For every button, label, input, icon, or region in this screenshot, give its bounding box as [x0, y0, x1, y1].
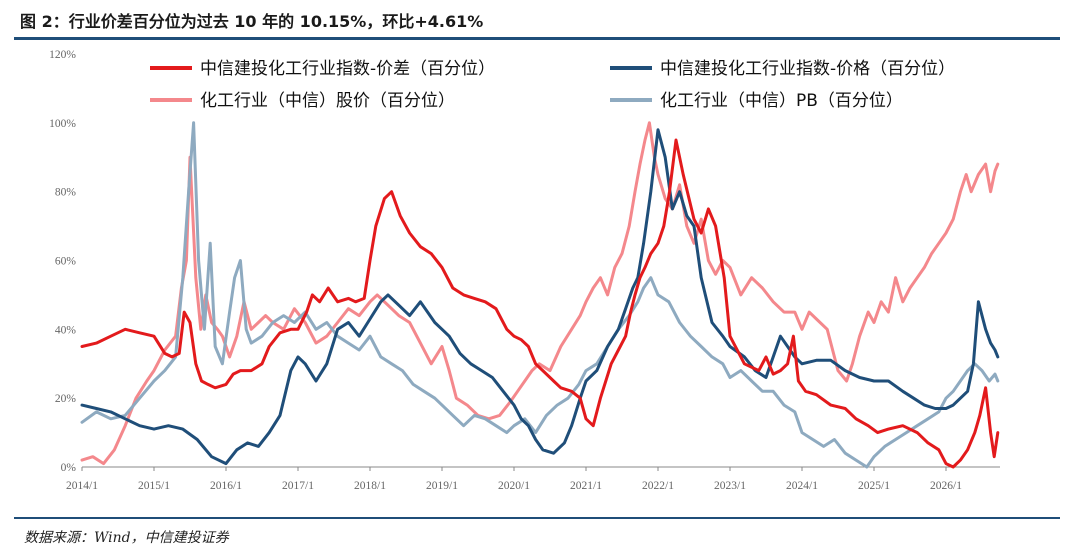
legend-item-2: 化工行业（中信）股价（百分位）	[150, 91, 455, 111]
y-tick-label: 20%	[55, 393, 77, 405]
top-divider	[14, 37, 1060, 40]
x-tick-label: 2018/1	[354, 480, 386, 492]
y-tick-label: 100%	[49, 118, 76, 130]
y-tick-label: 80%	[55, 187, 77, 199]
legend-label: 中信建投化工行业指数-价差（百分位）	[200, 59, 495, 79]
y-tick-label: 120%	[49, 49, 76, 61]
y-tick-label: 40%	[55, 324, 77, 336]
legend-label: 中信建投化工行业指数-价格（百分位）	[660, 59, 955, 79]
x-tick-label: 2016/1	[210, 480, 242, 492]
chart-legend: 中信建投化工行业指数-价差（百分位） 中信建投化工行业指数-价格（百分位） 化工行业…	[150, 59, 955, 111]
figure-title: 图 2：行业价差百分位为过去 10 年的 10.15%，环比+4.61%	[20, 12, 484, 31]
line-chart: 0% 20% 40% 60% 80% 100% 120% 2014/1 2015/1 2016/1…	[49, 49, 1000, 492]
x-tick-label: 2015/1	[138, 480, 170, 492]
x-tick-label: 2020/1	[498, 480, 530, 492]
legend-item-1: 中信建投化工行业指数-价格（百分位）	[610, 59, 955, 79]
series-line-1	[80, 128, 1000, 466]
x-tick-label: 2023/1	[714, 480, 746, 492]
x-tick-label: 2014/1	[66, 480, 98, 492]
bottom-divider	[14, 517, 1060, 519]
y-tick-label: 0%	[61, 462, 77, 474]
source-note: 数据来源：Wind，中信建投证券	[24, 530, 229, 546]
legend-label: 化工行业（中信）PB（百分位）	[660, 91, 903, 111]
x-tick-label: 2026/1	[930, 480, 962, 492]
legend-label: 化工行业（中信）股价（百分位）	[200, 91, 455, 111]
x-tick-label: 2019/1	[426, 480, 458, 492]
x-tick-label: 2021/1	[570, 480, 602, 492]
legend-item-3: 化工行业（中信）PB（百分位）	[610, 91, 903, 111]
x-tick-label: 2025/1	[858, 480, 890, 492]
y-tick-label: 60%	[55, 256, 77, 268]
series-line-0	[80, 138, 1000, 469]
chart-series	[80, 121, 1000, 469]
series-line-3	[80, 121, 1000, 469]
x-tick-label: 2022/1	[642, 480, 674, 492]
chart-axes: 0% 20% 40% 60% 80% 100% 120% 2014/1 2015/1 2016/1…	[49, 49, 1000, 492]
x-tick-label: 2024/1	[786, 480, 818, 492]
series-line-2	[80, 121, 1000, 466]
legend-item-0: 中信建投化工行业指数-价差（百分位）	[150, 59, 495, 79]
x-tick-label: 2017/1	[282, 480, 314, 492]
